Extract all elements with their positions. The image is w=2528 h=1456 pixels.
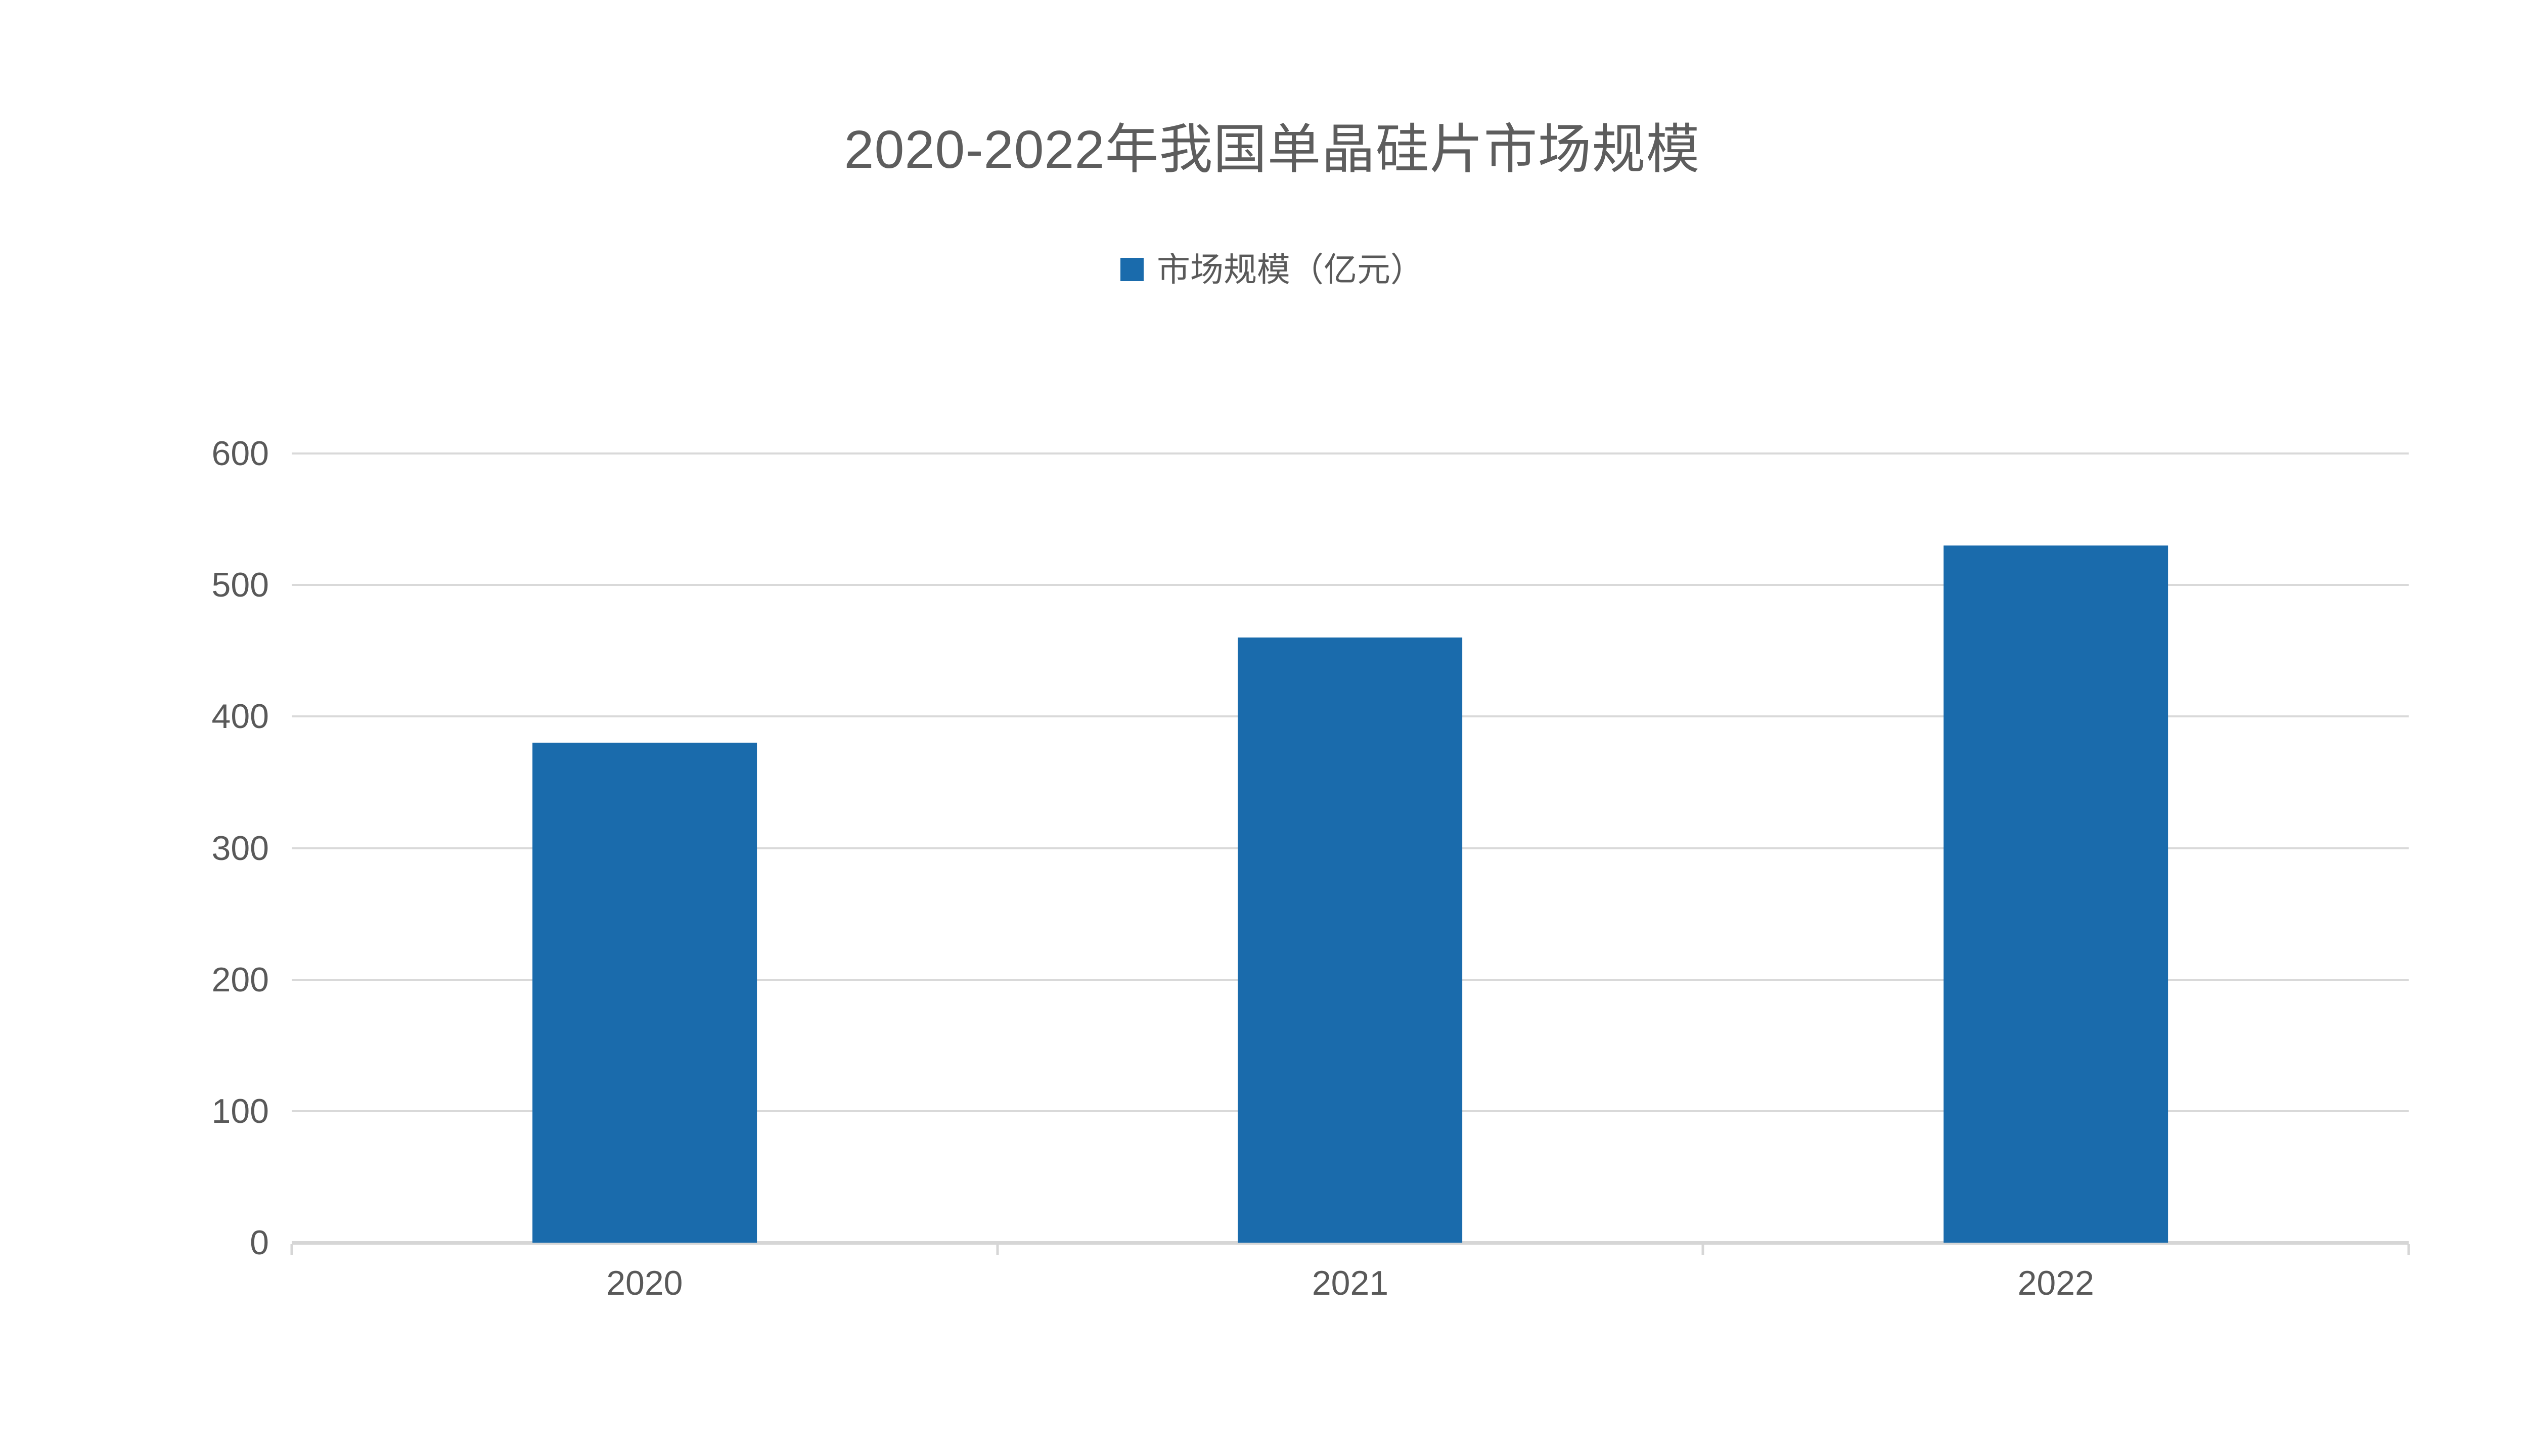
legend-item[interactable]: 市场规模（亿元） <box>1120 253 1424 286</box>
x-tick-label: 2021 <box>1312 1264 1389 1302</box>
category-cell <box>292 453 998 1243</box>
y-tick-label: 500 <box>211 566 269 605</box>
x-tick-label: 2020 <box>606 1264 683 1302</box>
x-axis-tick <box>2407 1244 2410 1255</box>
legend: 市场规模（亿元） <box>1120 253 1424 286</box>
y-tick-label: 300 <box>211 829 269 868</box>
gridline <box>292 452 2409 454</box>
x-tick-label: 2022 <box>2017 1264 2094 1302</box>
y-tick-label: 400 <box>211 697 269 736</box>
x-axis-tick <box>290 1244 293 1255</box>
bar-2022[interactable] <box>1944 545 2169 1243</box>
bar-2020[interactable] <box>532 743 757 1243</box>
gridline <box>292 584 2409 586</box>
x-axis-tick <box>996 1244 999 1255</box>
y-tick-label: 100 <box>211 1091 269 1130</box>
plot-area: 2020 2021 2022 <box>290 452 2410 1300</box>
y-tick-label: 600 <box>211 434 269 473</box>
chart-title: 2020-2022年我国单晶硅片市场规模 <box>844 120 1700 179</box>
y-tick-label: 200 <box>211 960 269 999</box>
category-cell <box>998 453 1703 1243</box>
category-cell <box>1703 453 2409 1243</box>
x-axis-tick <box>1701 1244 1704 1255</box>
legend-label: 市场规模（亿元） <box>1157 251 1424 288</box>
y-tick-label: 0 <box>250 1223 269 1262</box>
x-axis-line <box>292 1241 2409 1245</box>
y-axis-labels: 0 100 200 300 400 500 600 <box>0 436 269 1260</box>
legend-marker-icon <box>1120 258 1144 281</box>
bar-2021[interactable] <box>1238 638 1463 1243</box>
